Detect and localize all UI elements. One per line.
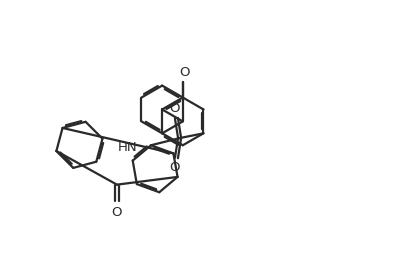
Text: O: O [180, 66, 190, 79]
Text: O: O [112, 206, 122, 219]
Text: O: O [169, 161, 180, 174]
Text: O: O [169, 102, 180, 115]
Text: HN: HN [117, 141, 137, 154]
